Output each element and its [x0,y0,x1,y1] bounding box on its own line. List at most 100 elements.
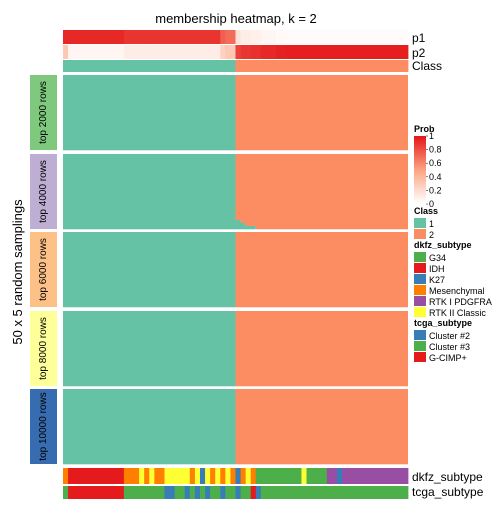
heatmap-row-class2 [235,348,408,351]
heatmap-row-class1 [63,217,236,219]
row-group: top 6000 rows [30,232,408,308]
heatmap-row-class1 [63,311,236,313]
heatmap-row-class2 [235,160,408,162]
heatmap-row-class1 [63,85,236,88]
annotation-cell [362,45,368,59]
heatmap-row-class2 [235,91,408,94]
annotation-cell [321,486,328,499]
heatmap-row-class1 [63,132,236,134]
annotation-cell [118,60,125,72]
annotation-cell [291,30,297,44]
heatmap-row-class2 [235,169,408,171]
heatmap-row-class1 [63,321,236,324]
heatmap-row-class2 [235,212,408,215]
heatmap-row-class1 [63,446,236,448]
heatmap-row-class2 [235,302,408,305]
legend-gradient-step [414,180,426,183]
heatmap-row-class1 [63,384,236,387]
heatmap-row-class2 [235,453,408,456]
heatmap-row-class2 [235,138,408,140]
annotation-cell [291,468,297,484]
heatmap-row-class1 [63,236,236,239]
annotation-cell [372,60,378,72]
heatmap-row-class1 [63,372,236,375]
annotation-cell [301,468,307,484]
heatmap-row-class2 [235,286,408,288]
heatmap-row-class2 [235,182,408,185]
annotation-cell [250,486,257,499]
annotation-cell [98,486,104,499]
heatmap-row-class2 [235,336,408,339]
legend-tick-label: 0.6 [429,158,442,168]
heatmap-row-class2 [235,413,408,415]
heatmap-row-class2 [235,434,408,436]
heatmap-row-class2 [235,197,408,200]
heatmap-row-class2 [235,262,408,264]
annotation-cell [159,468,165,484]
annotation-cell [260,30,267,44]
heatmap-row-class2 [235,265,408,267]
heatmap-row-class1 [63,81,236,83]
heatmap-row-class1 [63,399,236,402]
annotation-cell [265,30,272,44]
heatmap-row-class1 [63,438,236,441]
annotation-cell [78,60,84,72]
heatmap-row-class2 [235,458,408,460]
heatmap-row-class1 [63,315,236,318]
heatmap-row-class1 [63,335,236,337]
heatmap-row-class1 [63,117,236,119]
heatmap-row-class1 [63,402,236,405]
annotation-cell [103,60,110,72]
heatmap-row-class2 [235,266,408,269]
heatmap-row-class2 [235,344,408,346]
legend-swatch [414,274,426,284]
heatmap-row-class1 [63,142,236,145]
heatmap-row-class1 [63,97,236,100]
heatmap-row-class2 [235,208,408,210]
heatmap-row-class1 [63,185,236,188]
heatmap-row-class2 [235,257,408,260]
heatmap-row-class1 [63,141,236,143]
heatmap-row-class2 [235,176,408,179]
heatmap-row-class2 [235,99,408,101]
heatmap-row-class1 [63,245,236,248]
row-group-label: top 10000 rows [38,392,49,460]
heatmap-row-class2 [235,123,408,125]
heatmap-row-class1 [63,220,241,222]
heatmap-row-class2 [235,127,408,130]
heatmap-row-class2 [235,124,408,127]
heatmap-row-class2 [235,295,408,297]
annotation-cell [291,60,297,72]
heatmap-row-class2 [235,193,408,195]
annotation-cell [144,45,150,59]
legend-swatch [414,341,426,351]
top-annotation-label: Class [412,59,442,73]
heatmap-row-class2 [235,428,408,430]
annotation-cell [205,30,211,44]
annotation-cell [286,486,292,499]
annotation-cell [281,60,287,72]
annotation-cell [169,468,176,484]
heatmap-row-class2 [235,108,408,110]
heatmap-row-class1 [63,320,236,322]
heatmap-row-class1 [63,360,236,363]
heatmap-row-class2 [235,461,408,463]
heatmap-row-class2 [235,287,408,290]
annotation-cell [144,30,150,44]
heatmap-row-class2 [235,200,408,203]
heatmap-row-class1 [63,262,236,264]
heatmap-row-class2 [235,280,408,282]
heatmap-row-class1 [63,411,236,414]
annotation-cell [154,30,160,44]
legend-gradient-step [414,168,426,171]
heatmap-row-class2 [235,318,408,321]
heatmap-row-class2 [235,147,408,149]
annotation-cell [367,468,373,484]
heatmap-row-class1 [63,383,236,385]
annotation-cell [113,486,120,499]
heatmap-row-class2 [235,365,408,367]
heatmap-row-class2 [235,437,408,439]
